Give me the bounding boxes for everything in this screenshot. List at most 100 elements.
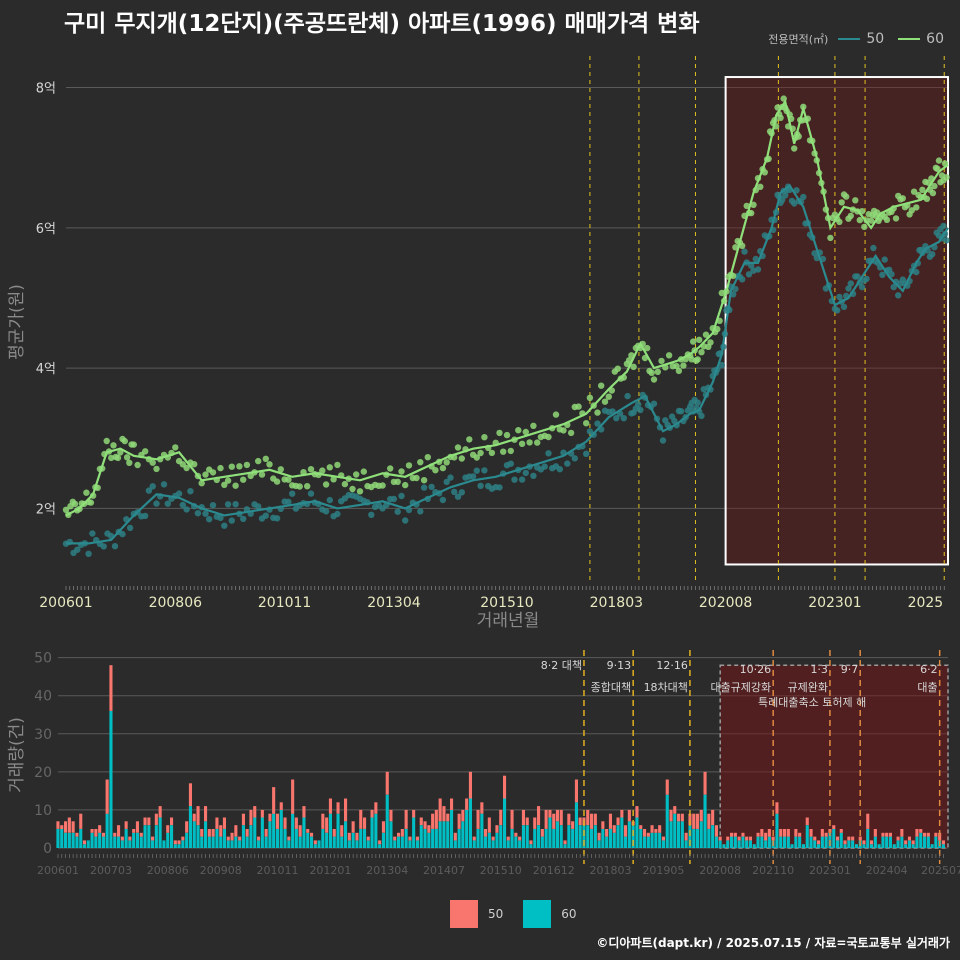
price-point-60 (458, 455, 465, 462)
policy-label: 9·13 (607, 659, 632, 672)
price-point-60 (477, 449, 484, 457)
price-x-tick-label: 201304 (367, 595, 421, 611)
volume-bar-50 (313, 840, 317, 845)
price-point-60 (153, 465, 160, 473)
volume-bar-50 (370, 809, 374, 818)
volume-bar-50 (680, 813, 684, 822)
volume-bar-60 (703, 794, 707, 848)
volume-bar-50 (669, 809, 673, 822)
volume-bar-50 (404, 809, 408, 829)
price-point-50 (289, 490, 296, 497)
volume-bar-50 (824, 832, 828, 837)
volume-bar-50 (389, 809, 393, 822)
price-point-50 (481, 467, 488, 474)
volume-bar-60 (415, 840, 419, 848)
volume-bar-60 (313, 844, 317, 848)
volume-bar-50 (900, 829, 904, 837)
volume-bar-50 (574, 779, 578, 803)
volume-bar-60 (707, 829, 711, 848)
price-line-60 (65, 98, 949, 517)
volume-bar-60 (817, 844, 821, 848)
volume-bar-50 (748, 836, 752, 841)
volume-bar-60 (635, 817, 639, 848)
volume-bar-60 (544, 829, 548, 848)
price-x-tick-label: 201803 (590, 595, 643, 611)
policy-label: 1·3 (810, 663, 828, 676)
volume-bar-50 (745, 836, 749, 841)
volume-y-tick-label: 30 (34, 727, 52, 743)
price-point-50 (394, 508, 401, 515)
policy-sublabel: 대출규제강화 (710, 681, 771, 694)
volume-bar-50 (143, 817, 147, 826)
volume-bar-50 (843, 840, 847, 845)
volume-bar-60 (650, 832, 654, 848)
volume-bar-60 (340, 836, 344, 848)
price-point-60 (172, 444, 179, 451)
price-point-60 (258, 471, 266, 478)
volume-bar-60 (730, 836, 734, 848)
volume-bar-50 (620, 809, 624, 818)
price-point-60 (757, 183, 764, 190)
volume-bar-50 (238, 836, 242, 841)
volume-bar-60 (385, 794, 389, 848)
price-point-50 (637, 406, 644, 414)
volume-bar-50 (291, 779, 295, 814)
price-point-60 (836, 218, 843, 226)
price-point-50 (929, 251, 936, 258)
price-point-60 (413, 474, 420, 482)
price-point-60 (496, 429, 503, 437)
volume-bar-50 (128, 836, 132, 841)
volume-bar-60 (552, 829, 556, 848)
volume-bar-50 (158, 806, 162, 818)
volume-bar-50 (204, 806, 208, 822)
volume-bar-60 (907, 840, 911, 848)
volume-bar-60 (446, 821, 450, 848)
volume-bar-60 (400, 836, 404, 848)
price-point-60 (232, 482, 239, 489)
price-x-tick-label: 202301 (808, 595, 861, 611)
volume-bar-50 (453, 832, 457, 841)
volume-bar-60 (574, 802, 578, 848)
volume-bar-60 (673, 813, 677, 848)
price-y-axis-label: 평균가(원) (7, 284, 27, 360)
volume-bar-50 (779, 829, 783, 837)
legend-label-bar-60: 60 (561, 907, 577, 921)
price-point-60 (307, 466, 315, 473)
volume-bar-60 (101, 836, 105, 848)
price-point-50 (119, 530, 126, 538)
volume-bar-50 (374, 802, 378, 814)
volume-bar-50 (601, 821, 605, 829)
volume-bar-60 (117, 836, 121, 848)
volume-bar-50 (563, 840, 567, 845)
volume-bar-50 (533, 817, 537, 829)
volume-bar-50 (711, 809, 715, 826)
volume-bar-60 (158, 817, 162, 848)
volume-bar-60 (870, 844, 874, 848)
volume-bar-50 (555, 809, 559, 822)
price-point-50 (888, 271, 895, 278)
volume-bar-50 (783, 829, 787, 837)
price-point-60 (103, 437, 110, 445)
volume-bar-60 (90, 832, 94, 848)
volume-bar-60 (631, 825, 635, 848)
volume-bar-50 (866, 813, 870, 829)
volume-bar-50 (257, 836, 261, 841)
price-point-60 (650, 376, 658, 383)
volume-bar-60 (143, 825, 147, 848)
volume-bar-50 (941, 840, 945, 845)
volume-bar-60 (196, 825, 200, 848)
volume-bar-50 (442, 806, 446, 822)
volume-bar-50 (552, 813, 556, 829)
volume-bar-50 (90, 829, 94, 833)
price-point-50 (473, 467, 480, 474)
volume-x-tick-label: 201201 (309, 864, 351, 877)
volume-bar-50 (101, 832, 105, 837)
volume-bar-60 (468, 798, 472, 848)
volume-bar-50 (692, 813, 696, 829)
volume-bar-60 (790, 844, 794, 848)
volume-y-tick-label: 50 (34, 651, 52, 667)
volume-bar-50 (192, 813, 196, 822)
volume-bar-50 (907, 836, 911, 841)
price-point-60 (867, 217, 875, 224)
price-point-60 (598, 382, 605, 389)
